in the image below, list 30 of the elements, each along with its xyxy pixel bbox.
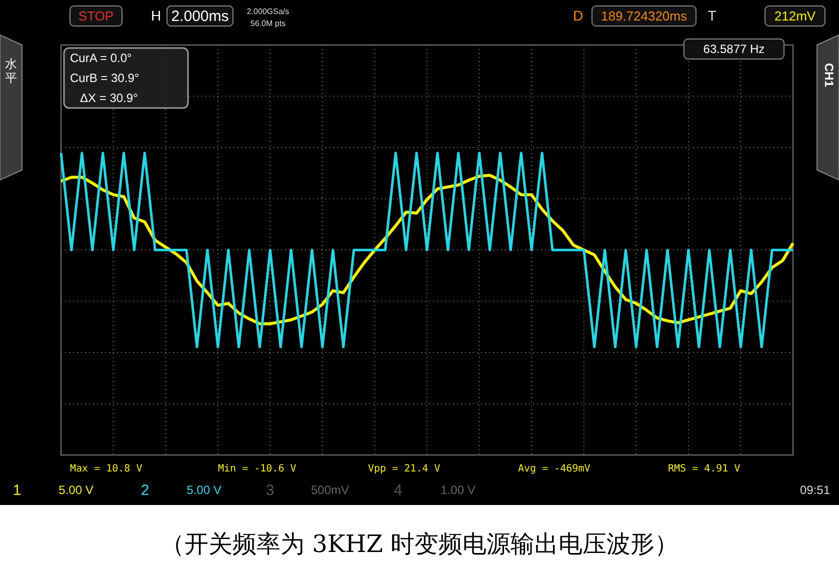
text: 5.00 V xyxy=(58,483,94,498)
text: 1 xyxy=(12,482,22,499)
text: STOP xyxy=(78,8,114,24)
text: 水平 xyxy=(5,57,17,85)
text: CH1 xyxy=(822,62,836,88)
text: 2.000GSa/s xyxy=(246,7,290,16)
text: CurB = 30.9° xyxy=(70,71,140,86)
text: 2 xyxy=(140,482,150,499)
text: （开关频率为 3KHZ 时变频电源输出电压波形） xyxy=(160,530,679,558)
text: RMS = 4.91 V xyxy=(668,464,740,475)
text: 4 xyxy=(394,482,402,499)
text: 500mV xyxy=(310,483,350,498)
text: Vpp = 21.4 V xyxy=(368,464,440,475)
text: 63.5877 Hz xyxy=(703,42,765,56)
text: D xyxy=(572,8,584,24)
text: 189.724320ms xyxy=(600,8,688,24)
text: Min = -10.6 V xyxy=(218,464,296,475)
text: 3 xyxy=(266,482,274,499)
text: 56.0M pts xyxy=(250,19,286,28)
text: CurA = 0.0° xyxy=(70,51,132,66)
text: Avg = -469mV xyxy=(518,464,590,475)
text: 09:51 xyxy=(800,483,830,498)
text: 2.000ms xyxy=(171,8,229,25)
text: 5.00 V xyxy=(186,483,222,498)
text: 212mV xyxy=(774,8,816,24)
text: Max = 10.8 V xyxy=(70,464,142,475)
text: ΔX = 30.9° xyxy=(80,91,138,106)
text: 1.00 V xyxy=(440,483,476,498)
text: T xyxy=(708,8,717,24)
text: H xyxy=(150,8,162,24)
